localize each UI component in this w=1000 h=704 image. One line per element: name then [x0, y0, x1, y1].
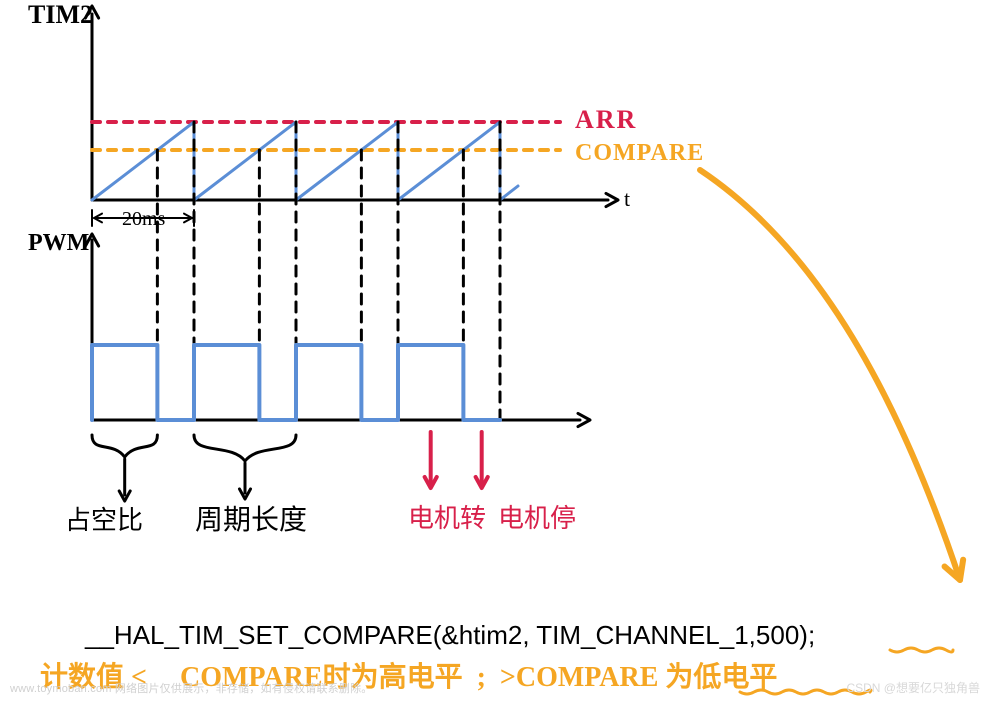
pwm-axis-label: PWM [28, 230, 89, 257]
compare-label: COMPARE [575, 140, 704, 167]
arr-label: ARR [575, 105, 637, 135]
tim2-axis-label: TIM2 [28, 0, 93, 30]
code-line: __HAL_TIM_SET_COMPARE(&htim2, TIM_CHANNE… [85, 620, 815, 651]
watermark-left: www.toymoban.com 网络图片仅供展示，非存储，如有侵权请联系删除。 [10, 680, 372, 696]
motor-stop-label: 电机停 [498, 498, 576, 535]
period-length-label: 周期长度 [195, 498, 307, 538]
watermark-right: CSDN @想要亿只独角兽 [846, 679, 980, 696]
diagram-canvas [0, 0, 1000, 704]
t-axis-label: t [624, 186, 630, 212]
duty-cycle-label: 占空比 [65, 500, 143, 537]
period-20ms-label: 20ms [122, 208, 165, 231]
motor-run-label: 电机转 [408, 498, 486, 535]
